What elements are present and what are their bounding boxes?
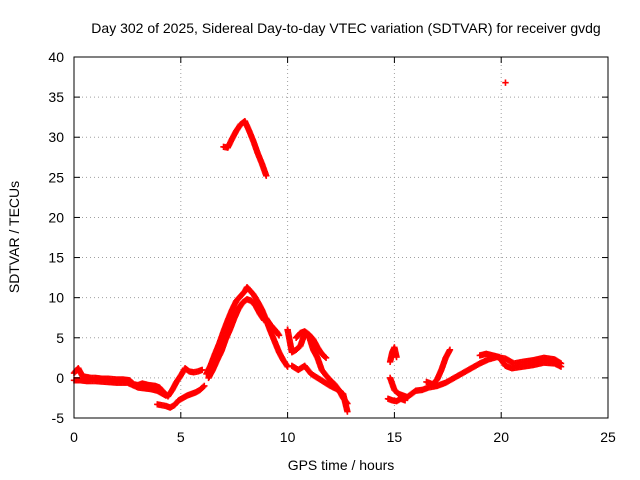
data-point (502, 79, 509, 86)
axis-ticks: 0 5 10 15 20 25 -5 0 5 10 15 20 25 30 35 40 (48, 49, 616, 445)
data-point (557, 363, 565, 370)
data-point (393, 353, 400, 361)
trace-8 (288, 362, 351, 415)
trace-13 (423, 346, 454, 388)
data-point (446, 346, 454, 354)
y-tick-label: 5 (56, 330, 64, 346)
chart-title: Day 302 of 2025, Sidereal Day-to-day VTE… (91, 20, 600, 36)
x-tick-label: 15 (387, 429, 403, 445)
x-tick-label: 25 (600, 429, 616, 445)
data-series (70, 79, 565, 415)
y-tick-label: 10 (48, 290, 64, 306)
data-point (162, 392, 170, 399)
y-tick-label: 15 (48, 250, 64, 266)
trace-6 (220, 117, 270, 179)
x-tick-label: 0 (70, 429, 78, 445)
y-tick-label: 40 (48, 49, 64, 65)
y-axis-label: SDTVAR / TECUs (6, 181, 22, 293)
trace-2 (154, 382, 208, 411)
trace-5 (263, 315, 283, 339)
data-point (344, 408, 351, 415)
x-tick-label: 20 (493, 429, 509, 445)
data-point (284, 326, 291, 333)
x-tick-label: 5 (177, 429, 185, 445)
grid (74, 57, 608, 418)
trace-10 (386, 344, 400, 366)
trace-9 (292, 328, 330, 362)
data-point (321, 353, 329, 361)
x-tick-label: 10 (280, 429, 296, 445)
data-point (284, 363, 291, 370)
trace-4 (205, 296, 268, 382)
data-point (201, 382, 208, 390)
data-point (200, 383, 207, 391)
data-point (322, 354, 330, 362)
data-point (401, 397, 409, 404)
x-axis-label: GPS time / hours (288, 457, 395, 473)
data-point (198, 366, 206, 374)
plot-frame (73, 56, 609, 419)
y-tick-label: 35 (48, 89, 64, 105)
trace-11 (386, 353, 565, 401)
data-point (275, 332, 283, 339)
y-tick-label: 30 (48, 129, 64, 145)
y-tick-label: -5 (52, 410, 65, 426)
y-tick-label: 25 (48, 169, 64, 185)
trace-1 (70, 377, 170, 399)
trace-14 (476, 350, 565, 372)
trace-12 (384, 395, 409, 405)
y-tick-label: 20 (48, 209, 64, 225)
y-tick-label: 0 (56, 370, 64, 386)
data-point (263, 172, 270, 179)
